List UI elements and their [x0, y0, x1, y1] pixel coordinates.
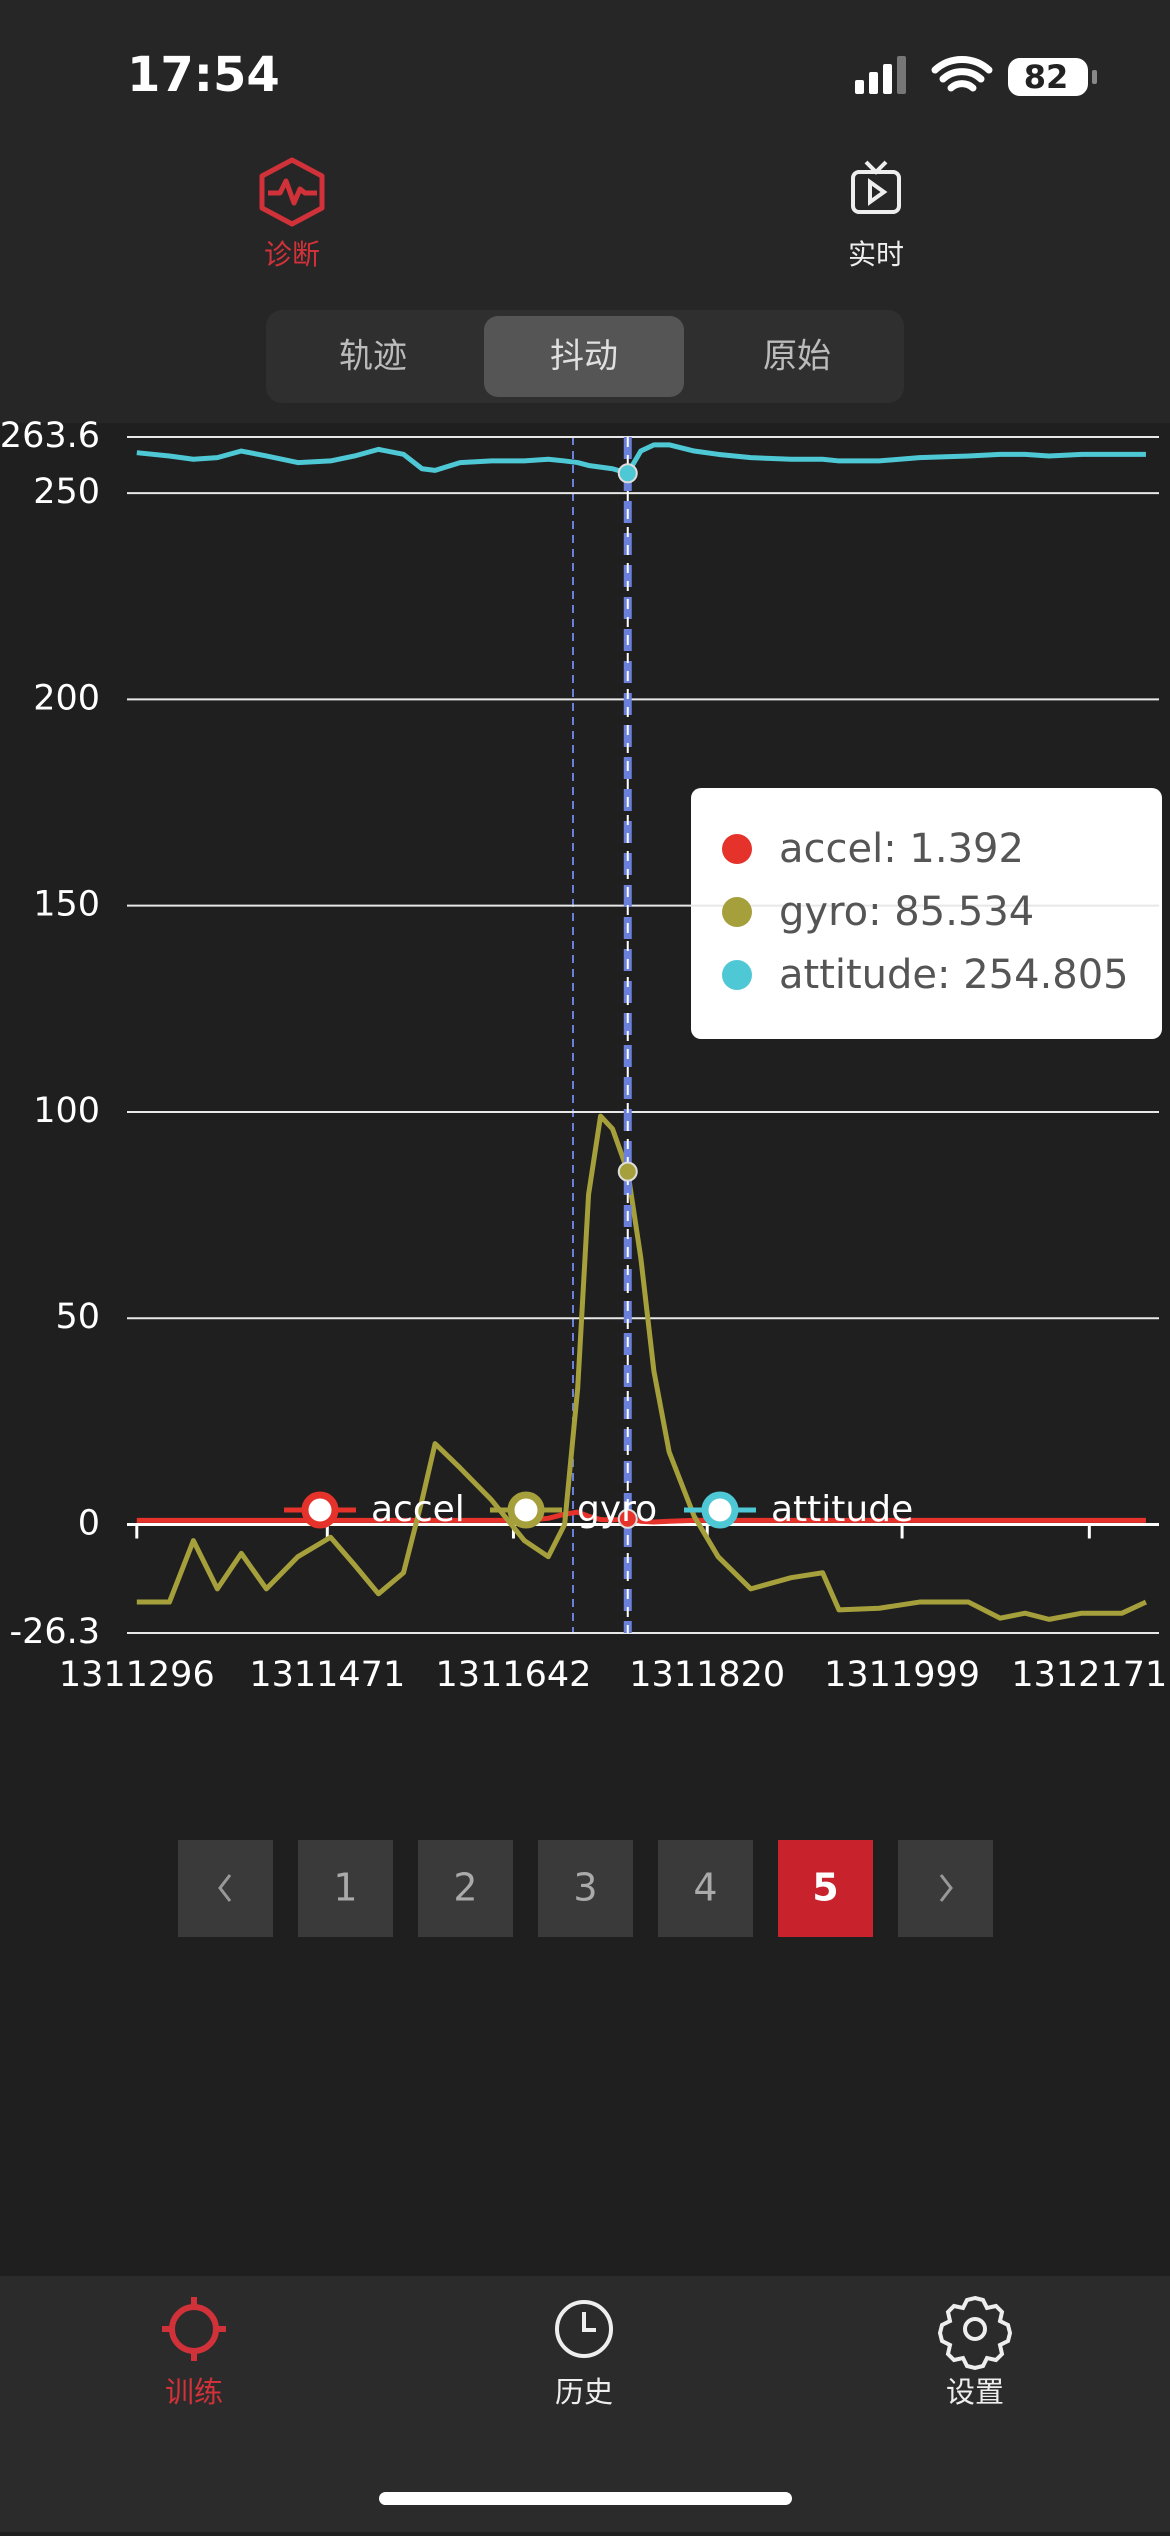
nav-label[interactable]: 训练 — [165, 2375, 223, 2409]
legend-label[interactable]: gyro — [577, 1489, 657, 1530]
page-button[interactable] — [898, 1840, 993, 1937]
cursor-point — [617, 1508, 638, 1529]
page-button[interactable] — [298, 1840, 393, 1937]
y-tick-label: 263.6 — [0, 416, 100, 456]
y-tick-label: 50 — [55, 1297, 100, 1337]
segment-active — [484, 316, 684, 397]
legend-marker — [301, 1491, 339, 1529]
page-button[interactable] — [658, 1840, 753, 1937]
y-tick-label: 100 — [33, 1091, 100, 1131]
legend-marker — [507, 1491, 545, 1529]
battery-tip — [1092, 70, 1097, 84]
train-icon[interactable] — [162, 2297, 226, 2361]
series-line — [136, 1113, 1147, 1622]
y-tick-label: 150 — [33, 885, 100, 925]
page-number[interactable]: 5 — [812, 1866, 838, 1910]
tooltip-item: accel: 1.392 — [779, 826, 1024, 872]
battery-icon — [1008, 58, 1088, 96]
x-tick-label: 1311999 — [824, 1655, 980, 1695]
tooltip-dot — [722, 834, 752, 864]
battery-level: 82 — [1024, 58, 1069, 96]
tooltip-box — [691, 788, 1162, 1039]
page-button[interactable] — [538, 1840, 633, 1937]
top-tab-label[interactable]: 实时 — [848, 238, 904, 271]
x-tick-label: 1311296 — [59, 1655, 215, 1695]
legend-label[interactable]: attitude — [771, 1489, 913, 1530]
y-tick-label: -26.3 — [9, 1612, 100, 1652]
cursor-point — [617, 1161, 638, 1182]
page-button[interactable] — [778, 1840, 873, 1937]
page-number[interactable]: 3 — [573, 1866, 597, 1910]
nav-label[interactable]: 设置 — [946, 2375, 1004, 2409]
prev-chevron — [218, 1874, 232, 1902]
signal-icon — [855, 56, 906, 94]
y-tick-label: 250 — [33, 472, 100, 512]
page-number[interactable]: 4 — [693, 1866, 717, 1910]
x-tick-label: 1312171 — [1011, 1655, 1167, 1695]
top-tab-label[interactable]: 诊断 — [264, 238, 320, 271]
segment-label[interactable]: 原始 — [763, 337, 831, 377]
status-time: 17:54 — [127, 47, 280, 103]
x-tick-label: 1311820 — [629, 1655, 785, 1695]
tooltip-item: gyro: 85.534 — [779, 889, 1034, 935]
segment-label[interactable]: 抖动 — [550, 337, 618, 377]
x-tick-label: 1311471 — [249, 1655, 405, 1695]
page-number[interactable]: 2 — [453, 1866, 477, 1910]
home-indicator — [379, 2492, 792, 2505]
live-icon[interactable] — [851, 160, 901, 214]
y-tick-label: 0 — [78, 1503, 100, 1543]
legend-marker — [701, 1491, 739, 1529]
tooltip-dot — [722, 960, 752, 990]
legend-label[interactable]: accel — [371, 1489, 465, 1530]
tooltip-item: attitude: 254.805 — [779, 952, 1129, 998]
nav-label[interactable]: 历史 — [555, 2375, 613, 2409]
diagnose-icon[interactable] — [259, 157, 325, 227]
settings-icon[interactable] — [937, 2295, 1013, 2371]
tooltip-dot — [722, 897, 752, 927]
cursor-point — [617, 463, 638, 484]
page-button[interactable] — [418, 1840, 513, 1937]
history-icon[interactable] — [555, 2300, 613, 2358]
x-tick-label: 1311642 — [436, 1655, 592, 1695]
y-tick-label: 200 — [33, 678, 100, 718]
page-number[interactable]: 1 — [333, 1866, 357, 1910]
next-chevron — [939, 1874, 953, 1902]
segment-label[interactable]: 轨迹 — [339, 337, 407, 377]
wifi-icon — [931, 56, 993, 92]
page-button[interactable] — [178, 1840, 273, 1937]
series-line — [136, 442, 1146, 476]
